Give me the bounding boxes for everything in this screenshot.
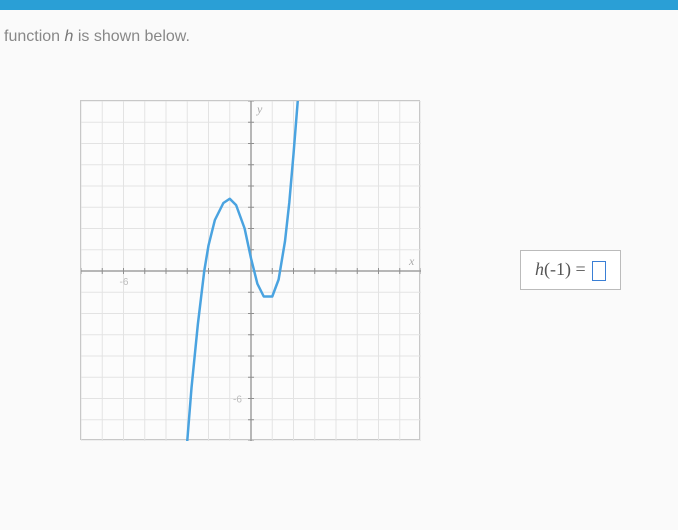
svg-text:y: y (256, 102, 263, 116)
svg-text:-6: -6 (120, 277, 129, 288)
content-area: function h is shown below. y x -6 -6 h(-1) … (0, 10, 678, 530)
prompt-suffix: is shown below. (73, 28, 190, 45)
svg-text:-6: -6 (233, 395, 242, 406)
answer-arg: (-1) (544, 259, 571, 279)
svg-text:x: x (408, 254, 415, 268)
prompt-prefix: function (4, 28, 64, 45)
prompt-text: function h is shown below. (0, 28, 678, 46)
answer-fn: h (535, 259, 544, 279)
graph-svg: y x -6 -6 (81, 101, 421, 441)
answer-input[interactable] (592, 261, 606, 281)
function-graph: y x -6 -6 (80, 100, 420, 440)
answer-box: h(-1) = (520, 250, 621, 290)
top-accent-bar (0, 0, 678, 10)
answer-eq: = (571, 259, 590, 279)
